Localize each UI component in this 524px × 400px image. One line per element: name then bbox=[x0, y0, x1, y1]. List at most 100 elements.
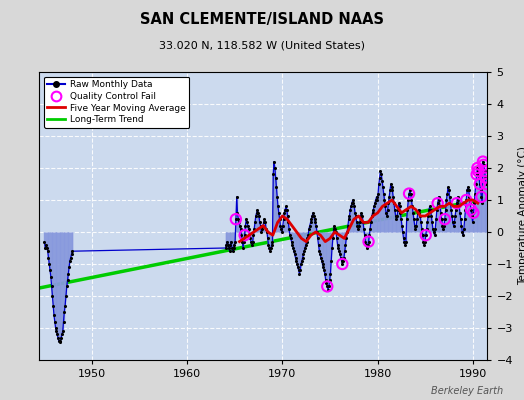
Point bbox=[227, 238, 235, 245]
Point bbox=[228, 248, 237, 254]
Point bbox=[388, 187, 397, 194]
Point bbox=[276, 222, 285, 229]
Point bbox=[54, 338, 63, 344]
Point bbox=[413, 216, 421, 222]
Point bbox=[233, 210, 242, 216]
Point bbox=[420, 242, 429, 248]
Point bbox=[447, 206, 455, 213]
Point bbox=[270, 158, 278, 165]
Point bbox=[353, 222, 362, 229]
Point bbox=[392, 216, 400, 222]
Point bbox=[453, 200, 461, 206]
Point bbox=[347, 203, 355, 210]
Point bbox=[42, 242, 50, 248]
Point bbox=[254, 210, 263, 216]
Point bbox=[250, 226, 258, 232]
Point bbox=[365, 232, 374, 238]
Point bbox=[448, 213, 456, 219]
Point bbox=[230, 245, 238, 251]
Point bbox=[477, 194, 486, 200]
Point bbox=[345, 213, 354, 219]
Point bbox=[239, 238, 248, 245]
Point bbox=[257, 229, 266, 235]
Point bbox=[60, 309, 69, 315]
Point bbox=[479, 162, 488, 168]
Point bbox=[236, 226, 245, 232]
Point bbox=[456, 216, 465, 222]
Text: 33.020 N, 118.582 W (United States): 33.020 N, 118.582 W (United States) bbox=[159, 40, 365, 50]
Point bbox=[363, 245, 371, 251]
Point bbox=[418, 226, 426, 232]
Point bbox=[308, 213, 316, 219]
Point bbox=[288, 242, 297, 248]
Point bbox=[356, 219, 364, 226]
Point bbox=[385, 194, 394, 200]
Point bbox=[279, 222, 287, 229]
Point bbox=[50, 312, 58, 318]
Point bbox=[237, 232, 246, 238]
Point bbox=[354, 226, 363, 232]
Point bbox=[45, 261, 53, 267]
Point bbox=[438, 222, 446, 229]
Text: Berkeley Earth: Berkeley Earth bbox=[431, 386, 503, 396]
Point bbox=[265, 245, 274, 251]
Point bbox=[307, 219, 315, 226]
Point bbox=[56, 339, 64, 346]
Point bbox=[278, 229, 286, 235]
Point bbox=[47, 274, 55, 280]
Point bbox=[401, 242, 409, 248]
Point bbox=[413, 210, 422, 216]
Point bbox=[474, 168, 483, 174]
Point bbox=[476, 187, 485, 194]
Y-axis label: Temperature Anomaly (°C): Temperature Anomaly (°C) bbox=[518, 146, 524, 286]
Point bbox=[430, 232, 439, 238]
Point bbox=[281, 206, 289, 213]
Point bbox=[387, 184, 396, 190]
Point bbox=[378, 178, 386, 184]
Point bbox=[46, 267, 54, 274]
Point bbox=[463, 187, 471, 194]
Point bbox=[407, 190, 415, 197]
Point bbox=[417, 219, 425, 226]
Point bbox=[350, 200, 358, 206]
Point bbox=[450, 222, 458, 229]
Point bbox=[393, 213, 401, 219]
Point bbox=[224, 242, 232, 248]
Point bbox=[368, 213, 376, 219]
Point bbox=[432, 216, 440, 222]
Point bbox=[369, 206, 377, 213]
Point bbox=[273, 194, 281, 200]
Point bbox=[313, 229, 321, 235]
Point bbox=[326, 270, 335, 277]
Point bbox=[259, 219, 268, 226]
Point bbox=[241, 232, 249, 238]
Point bbox=[62, 283, 71, 290]
Point bbox=[58, 331, 66, 338]
Point bbox=[292, 258, 300, 264]
Point bbox=[475, 174, 483, 181]
Point bbox=[271, 165, 279, 171]
Point bbox=[478, 200, 486, 206]
Point bbox=[328, 245, 336, 251]
Point bbox=[408, 203, 417, 210]
Point bbox=[410, 216, 418, 222]
Point bbox=[285, 226, 293, 232]
Point bbox=[340, 254, 348, 261]
Point bbox=[370, 203, 378, 210]
Point bbox=[466, 200, 474, 206]
Point bbox=[364, 238, 373, 245]
Point bbox=[61, 302, 69, 309]
Point bbox=[57, 334, 66, 341]
Point bbox=[323, 283, 332, 290]
Point bbox=[473, 171, 481, 178]
Point bbox=[368, 210, 377, 216]
Point bbox=[242, 216, 250, 222]
Point bbox=[446, 200, 454, 206]
Point bbox=[479, 158, 487, 165]
Point bbox=[263, 229, 271, 235]
Point bbox=[274, 203, 282, 210]
Point bbox=[334, 245, 343, 251]
Point bbox=[435, 197, 443, 203]
Point bbox=[382, 210, 390, 216]
Point bbox=[221, 245, 230, 251]
